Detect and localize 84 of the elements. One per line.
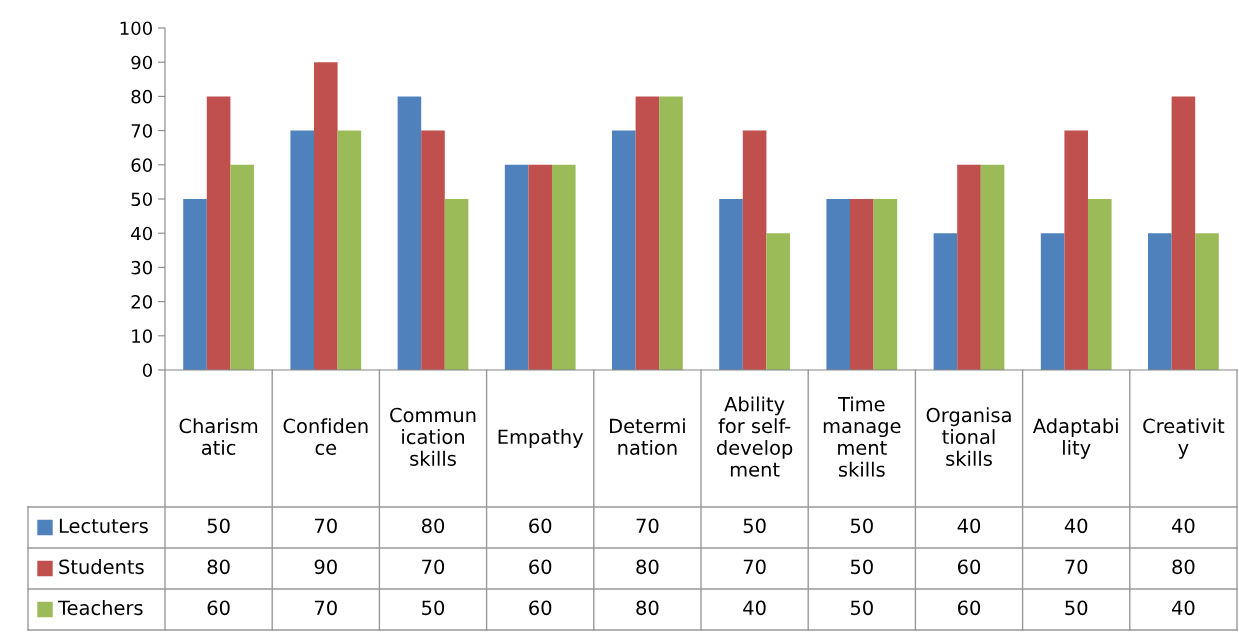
- x-tick-label: Empathy: [498, 429, 584, 448]
- bar: [230, 164, 254, 370]
- data-label: 70: [315, 600, 337, 616]
- bar: [397, 96, 422, 370]
- bar: [766, 233, 790, 370]
- y-tick-label: 0: [142, 363, 152, 378]
- bar: [551, 164, 576, 370]
- y-tick-label: 50: [131, 192, 152, 207]
- data-label: 50: [850, 600, 873, 616]
- x-tick-label: Creativit y: [1143, 418, 1225, 459]
- y-tick-label: 90: [131, 55, 152, 70]
- data-label: 90: [314, 559, 337, 575]
- y-tick-label: 40: [131, 226, 152, 241]
- bar: [612, 130, 636, 370]
- x-tick-label: Time manage ment skills: [823, 396, 901, 477]
- data-label: 40: [1171, 518, 1195, 534]
- data-label: 60: [957, 600, 981, 616]
- bar: [314, 62, 338, 370]
- data-label: 50: [1065, 600, 1088, 616]
- data-label: 60: [529, 600, 552, 616]
- bar: [206, 96, 231, 370]
- data-label: 50: [850, 518, 873, 534]
- data-label: 70: [636, 518, 659, 534]
- y-tick-label: 80: [131, 89, 152, 104]
- data-label: 70: [422, 559, 445, 575]
- legend-label: Lectuters: [59, 518, 148, 534]
- bar: [850, 199, 874, 370]
- y-tick-label: 30: [131, 260, 152, 275]
- x-tick-label: Ability for self- develop ment: [716, 396, 793, 477]
- data-label: 60: [957, 559, 981, 575]
- data-label: 40: [957, 518, 981, 534]
- x-tick-label: Adaptabi lity: [1032, 418, 1118, 459]
- data-label: 80: [421, 518, 445, 534]
- y-tick-label: 100: [120, 21, 152, 36]
- x-tick-label: Confiden ce: [283, 418, 368, 456]
- data-label: 70: [1065, 559, 1088, 575]
- data-label: 50: [207, 518, 230, 534]
- x-tick-label: Organisa tional skills: [926, 407, 1011, 466]
- x-tick-label: Charism atic: [179, 418, 258, 456]
- bar: [1064, 130, 1088, 370]
- data-label: 40: [743, 600, 766, 616]
- data-label: 60: [529, 559, 552, 575]
- bar: [1195, 233, 1219, 370]
- bar: [635, 96, 660, 370]
- data-label: 70: [315, 518, 337, 534]
- bar: [1171, 96, 1196, 370]
- x-tick-label: Determi nation: [610, 418, 685, 456]
- bar: [528, 164, 552, 370]
- bar: [1040, 233, 1065, 370]
- legend-label: Teachers: [57, 600, 143, 616]
- bar: [504, 164, 529, 370]
- data-label: 40: [1064, 518, 1088, 534]
- data-label: 80: [207, 559, 230, 575]
- bar: [826, 199, 851, 370]
- bar: [337, 130, 362, 370]
- bar: [980, 164, 1005, 370]
- legend-label: Students: [59, 559, 144, 575]
- bar: [957, 164, 981, 370]
- data-label: 60: [529, 518, 552, 534]
- data-label: 50: [850, 559, 873, 575]
- bar: [444, 199, 469, 370]
- bar: [659, 96, 683, 370]
- bar: [421, 130, 445, 370]
- y-tick-label: 10: [132, 329, 152, 343]
- bar: [1148, 233, 1172, 370]
- data-label: 40: [1171, 600, 1195, 616]
- y-tick-label: 20: [131, 295, 152, 309]
- bar: [742, 130, 767, 370]
- data-label: 80: [636, 600, 659, 616]
- data-label: 60: [207, 600, 230, 616]
- data-label: 70: [743, 559, 766, 575]
- y-tick-label: 70: [131, 124, 152, 138]
- bar: [183, 199, 207, 370]
- data-label: 80: [636, 559, 659, 575]
- x-tick-label: Commun ication skills: [390, 407, 476, 466]
- bar: [933, 233, 958, 370]
- bar: [873, 199, 898, 370]
- data-label: 50: [422, 600, 445, 616]
- bar: [290, 130, 315, 370]
- bar: [1087, 199, 1112, 370]
- data-label: 50: [743, 518, 766, 534]
- y-tick-label: 60: [131, 158, 152, 172]
- data-label: 80: [1172, 559, 1195, 575]
- bar: [719, 199, 743, 370]
